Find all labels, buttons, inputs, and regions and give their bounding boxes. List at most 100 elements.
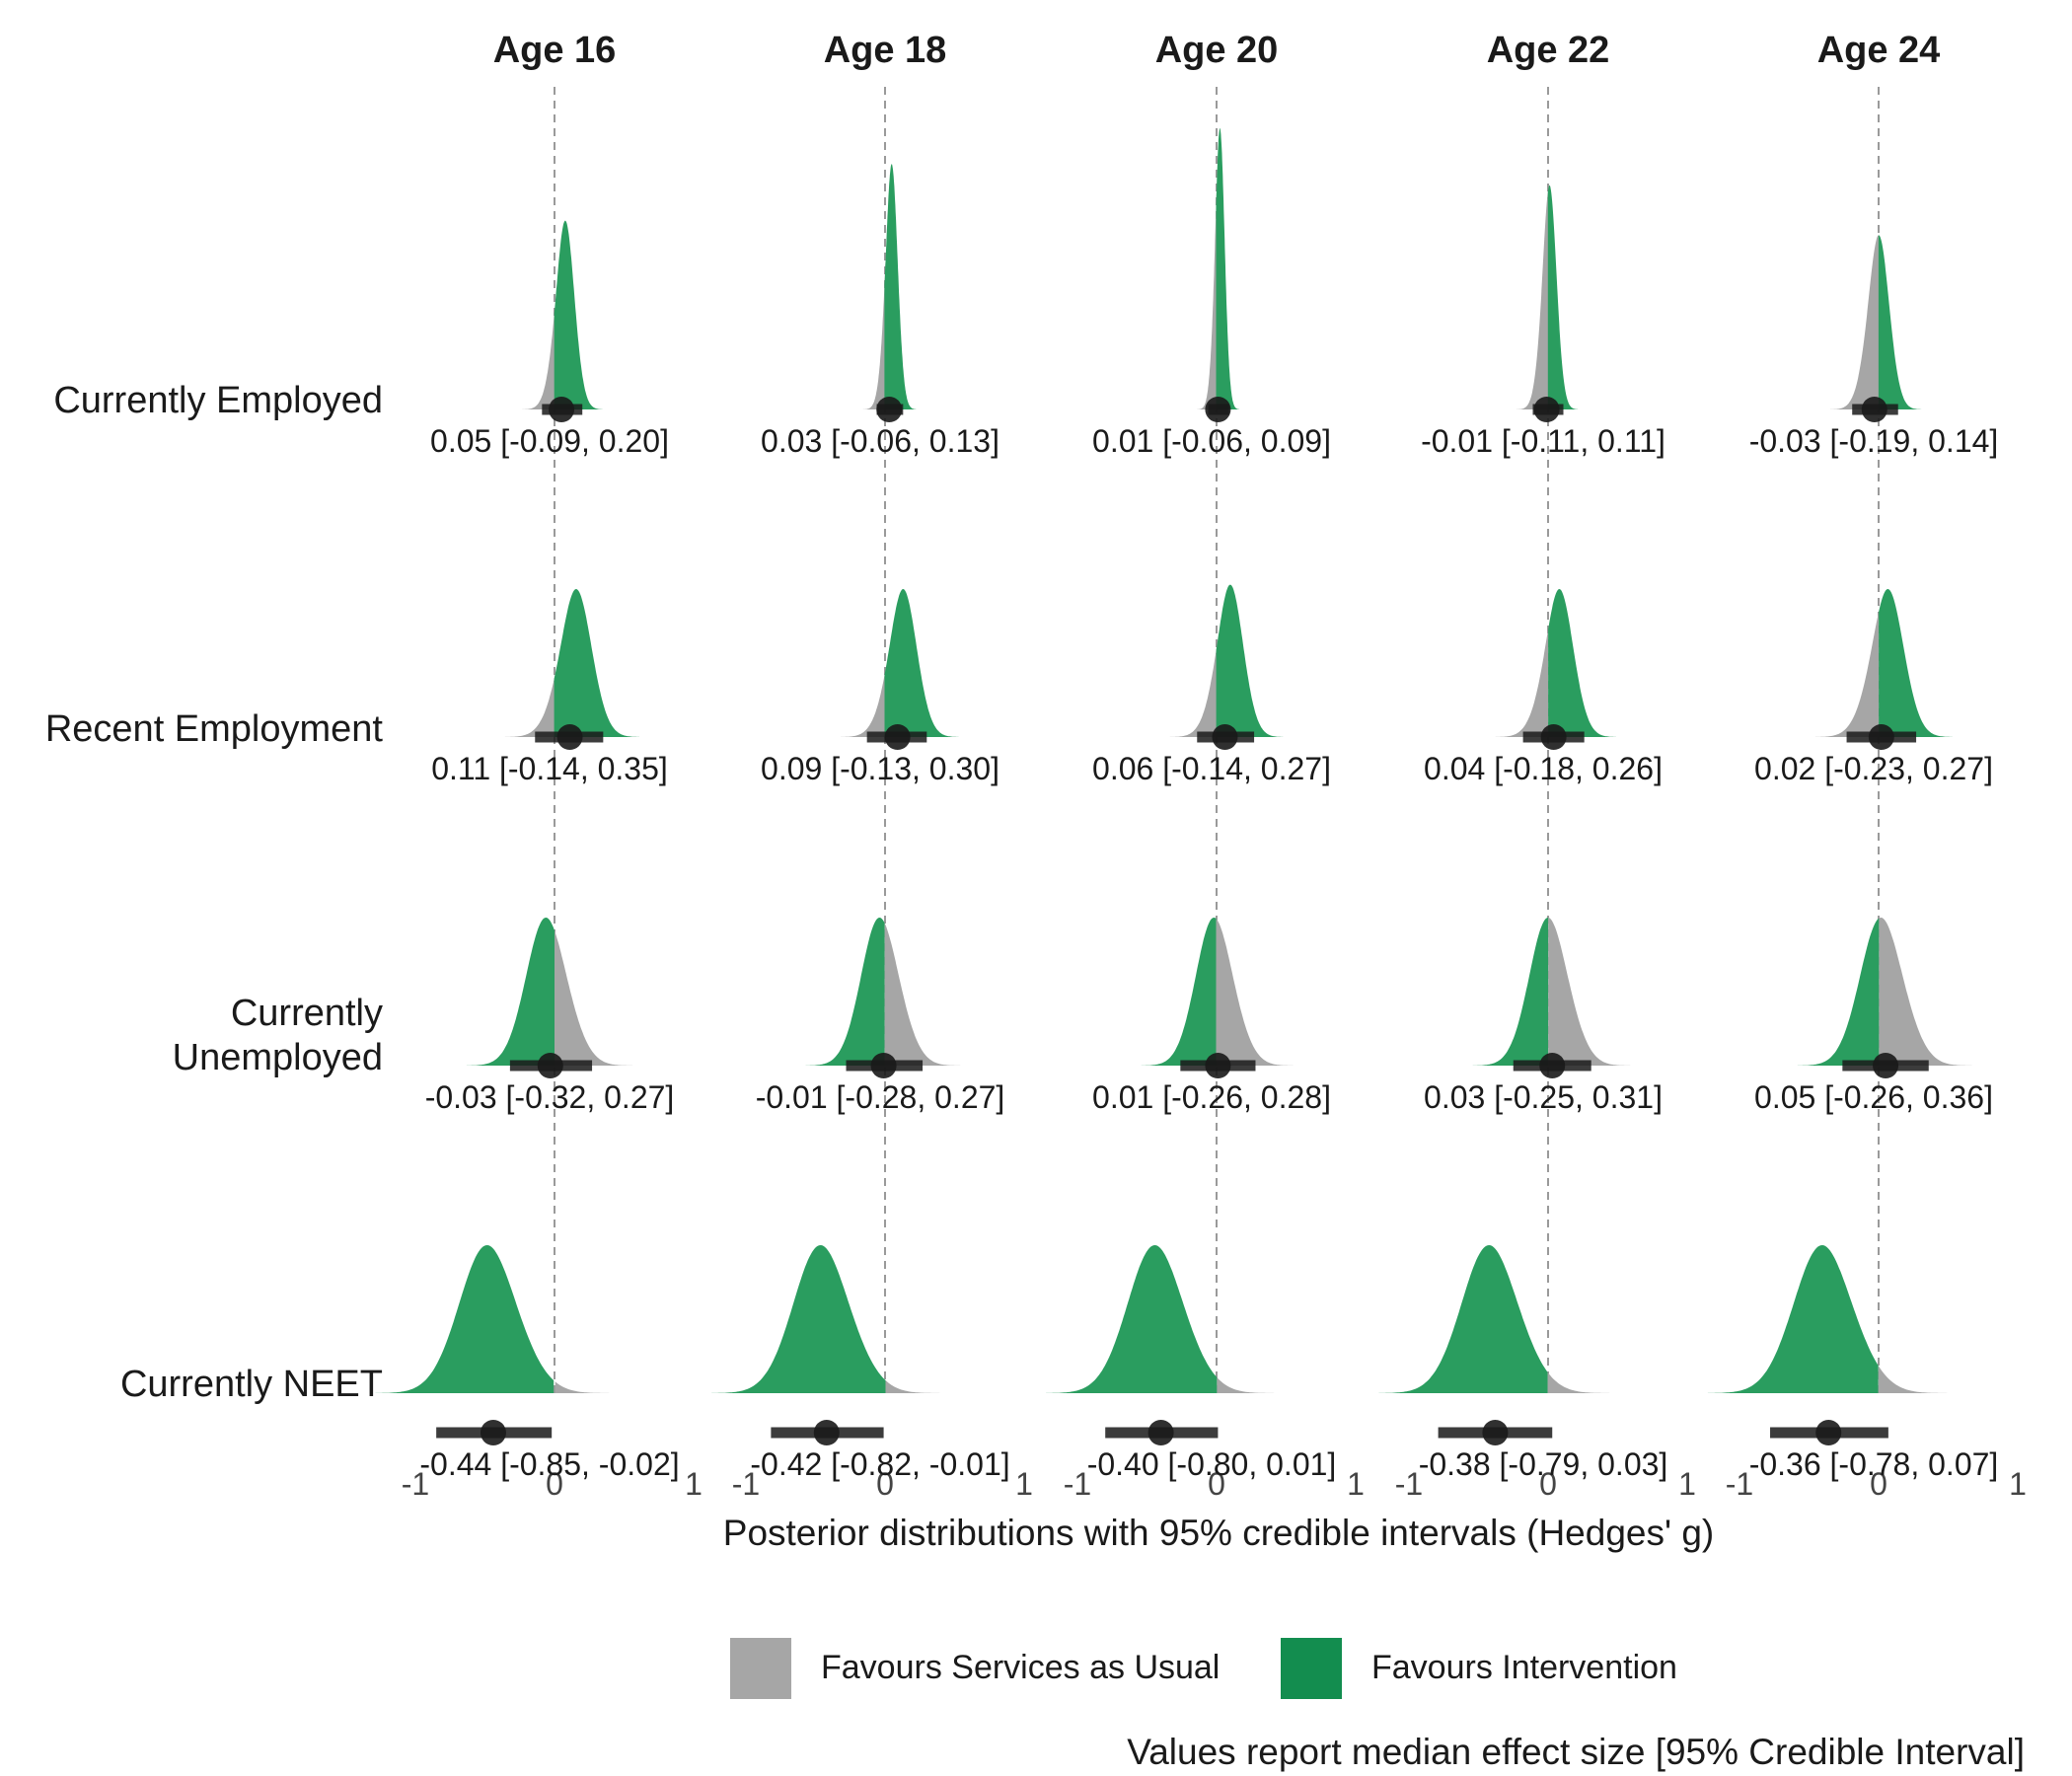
median-point-currently-unemployed-age-18 <box>870 1053 897 1078</box>
x-tick-label: 0 <box>1870 1466 1887 1502</box>
density-recent-employment-age-16-above-zero <box>554 589 639 737</box>
estimate-label-recent-employment-age-18: 0.09 [-0.13, 0.30] <box>761 751 999 786</box>
estimate-label-currently-unemployed-age-22: 0.03 [-0.25, 0.31] <box>1424 1079 1663 1115</box>
estimate-label-currently-employed-age-20: 0.01 [-0.06, 0.09] <box>1092 423 1331 459</box>
median-point-recent-employment-age-18 <box>884 724 911 750</box>
median-point-currently-unemployed-age-22 <box>1539 1053 1566 1078</box>
row-label-currently-employed: Currently Employed <box>53 380 383 421</box>
density-currently-unemployed-age-18-above-zero <box>884 923 962 1066</box>
median-point-currently-employed-age-18 <box>876 397 903 422</box>
credible-intervals <box>436 397 1929 1445</box>
estimate-label-currently-neet-age-16: -0.44 [-0.85, -0.02] <box>419 1446 679 1482</box>
row-label-currently-neet: Currently NEET <box>120 1364 383 1405</box>
density-currently-employed-age-24-below-zero <box>1827 235 1880 409</box>
density-currently-neet-age-24-above-zero <box>1878 1366 1950 1393</box>
density-currently-neet-age-24-below-zero <box>1707 1245 1879 1393</box>
median-point-currently-employed-age-16 <box>549 397 575 422</box>
density-recent-employment-age-20-above-zero <box>1216 584 1284 737</box>
estimate-label-currently-neet-age-18: -0.42 [-0.82, -0.01] <box>750 1446 1009 1482</box>
x-tick-label: -1 <box>1726 1466 1753 1502</box>
density-currently-employed-age-18-above-zero <box>884 164 917 409</box>
density-currently-neet-age-16-below-zero <box>375 1245 555 1393</box>
estimate-label-currently-employed-age-22: -0.01 [-0.11, 0.11] <box>1421 423 1665 459</box>
density-currently-neet-age-22-below-zero <box>1378 1245 1548 1393</box>
x-axis-title: Posterior distributions with 95% credibl… <box>723 1513 1714 1553</box>
panel-title-age-20: Age 20 <box>1155 30 1279 71</box>
panel-title-age-22: Age 22 <box>1487 30 1610 71</box>
x-tick-label: -1 <box>402 1466 429 1502</box>
x-tick-label: 0 <box>876 1466 894 1502</box>
x-tick-label: 0 <box>1208 1466 1225 1502</box>
estimate-label-currently-neet-age-22: -0.38 [-0.79, 0.03] <box>1419 1446 1668 1482</box>
panel-title-age-24: Age 24 <box>1817 30 1941 71</box>
density-recent-employment-age-24-above-zero <box>1879 589 1953 737</box>
panel-title-age-18: Age 18 <box>824 30 947 71</box>
estimate-label-currently-unemployed-age-16: -0.03 [-0.32, 0.27] <box>425 1079 675 1115</box>
median-point-currently-neet-age-18 <box>813 1420 840 1445</box>
median-point-currently-neet-age-16 <box>480 1420 506 1445</box>
density-recent-employment-age-22-above-zero <box>1548 589 1616 737</box>
estimate-label-recent-employment-age-24: 0.02 [-0.23, 0.27] <box>1754 751 1993 786</box>
legend-label-services: Favours Services as Usual <box>821 1649 1220 1686</box>
x-tick-label: -1 <box>1064 1466 1091 1502</box>
density-currently-unemployed-age-18-below-zero <box>805 918 885 1066</box>
x-tick-label: 0 <box>546 1466 563 1502</box>
density-currently-unemployed-age-16-above-zero <box>555 930 634 1066</box>
row-label-currently-unemployed: Unemployed <box>173 1037 383 1078</box>
density-currently-unemployed-age-16-below-zero <box>466 918 555 1066</box>
density-curves <box>375 128 1974 1393</box>
estimate-label-currently-neet-age-20: -0.40 [-0.80, 0.01] <box>1087 1446 1337 1482</box>
panel-title-age-16: Age 16 <box>493 30 617 71</box>
median-point-recent-employment-age-20 <box>1212 724 1238 750</box>
density-currently-unemployed-age-24-below-zero <box>1797 918 1880 1066</box>
estimate-label-currently-unemployed-age-20: 0.01 [-0.26, 0.28] <box>1092 1079 1331 1115</box>
median-point-currently-unemployed-age-24 <box>1873 1053 1899 1078</box>
median-point-currently-employed-age-20 <box>1205 397 1231 422</box>
density-recent-employment-age-16-below-zero <box>500 674 555 737</box>
density-recent-employment-age-24-below-zero <box>1810 612 1880 737</box>
density-currently-employed-age-16-above-zero <box>554 220 603 409</box>
x-tick-label: 1 <box>1015 1466 1033 1502</box>
density-currently-employed-age-20-above-zero <box>1216 128 1239 409</box>
row-label-currently-unemployed: Currently <box>231 993 383 1034</box>
density-recent-employment-age-18-below-zero <box>836 670 886 737</box>
estimate-label-recent-employment-age-22: 0.04 [-0.18, 0.26] <box>1424 751 1663 786</box>
median-point-currently-employed-age-22 <box>1533 397 1560 422</box>
density-currently-employed-age-16-below-zero <box>520 308 555 409</box>
density-currently-employed-age-22-below-zero <box>1515 188 1549 409</box>
x-tick-label: -1 <box>1395 1466 1423 1502</box>
density-currently-unemployed-age-20-below-zero <box>1141 918 1218 1066</box>
density-currently-neet-age-20-above-zero <box>1217 1377 1277 1393</box>
density-currently-unemployed-age-22-below-zero <box>1472 918 1549 1066</box>
median-point-recent-employment-age-24 <box>1868 724 1894 750</box>
density-recent-employment-age-22-below-zero <box>1491 629 1549 737</box>
density-currently-unemployed-age-24-above-zero <box>1879 918 1974 1066</box>
density-currently-unemployed-age-20-above-zero <box>1216 919 1295 1066</box>
density-currently-employed-age-18-below-zero <box>861 261 886 409</box>
median-point-currently-neet-age-22 <box>1482 1420 1509 1445</box>
x-tick-label: -1 <box>732 1466 760 1502</box>
median-point-recent-employment-age-16 <box>556 724 583 750</box>
chart-text: Age 16 -1 0 1 Age 18 -1 0 1 Age 20 -1 0 1 Age 22 -1 0 1… <box>45 30 2027 1502</box>
estimate-label-recent-employment-age-16: 0.11 [-0.14, 0.35] <box>431 751 668 786</box>
x-tick-label: 1 <box>2009 1466 2027 1502</box>
chart-caption: Values report median effect size [95% Cr… <box>1127 1732 2025 1772</box>
legend-label-intervention: Favours Intervention <box>1371 1649 1677 1686</box>
density-currently-neet-age-18-above-zero <box>885 1380 942 1393</box>
median-point-currently-neet-age-20 <box>1147 1420 1174 1445</box>
estimate-label-currently-employed-age-18: 0.03 [-0.06, 0.13] <box>761 423 999 459</box>
x-tick-label: 1 <box>685 1466 703 1502</box>
median-point-recent-employment-age-22 <box>1540 724 1567 750</box>
x-tick-label: 1 <box>1347 1466 1365 1502</box>
density-currently-neet-age-16-above-zero <box>555 1381 612 1393</box>
legend: Favours Services as Usual Favours Interv… <box>730 1638 1677 1699</box>
density-currently-employed-age-24-above-zero <box>1878 235 1922 409</box>
median-point-currently-neet-age-24 <box>1815 1420 1842 1445</box>
density-recent-employment-age-20-below-zero <box>1166 645 1218 737</box>
density-currently-unemployed-age-22-above-zero <box>1548 918 1632 1066</box>
density-currently-neet-age-22-above-zero <box>1547 1371 1612 1393</box>
density-currently-neet-age-18-below-zero <box>711 1245 886 1393</box>
row-label-recent-employment: Recent Employment <box>45 708 384 750</box>
x-tick-label: 0 <box>1539 1466 1557 1502</box>
